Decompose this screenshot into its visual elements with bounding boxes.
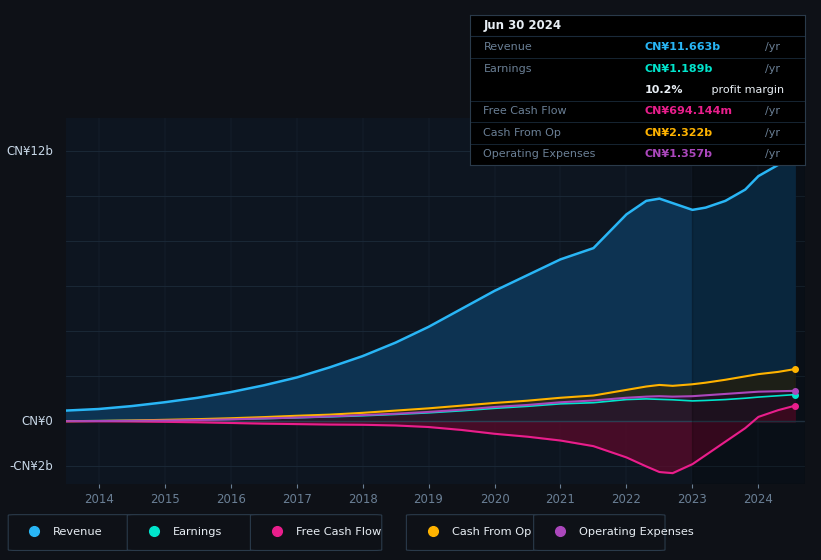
FancyBboxPatch shape xyxy=(406,515,538,550)
Text: /yr: /yr xyxy=(765,150,780,159)
Text: /yr: /yr xyxy=(765,106,780,116)
Text: Revenue: Revenue xyxy=(53,527,103,537)
FancyBboxPatch shape xyxy=(8,515,140,550)
Text: CN¥1.357b: CN¥1.357b xyxy=(644,150,712,159)
Text: CN¥0: CN¥0 xyxy=(21,415,53,428)
Text: CN¥694.144m: CN¥694.144m xyxy=(644,106,732,116)
Text: CN¥1.189b: CN¥1.189b xyxy=(644,64,713,73)
Bar xyxy=(692,118,805,484)
FancyBboxPatch shape xyxy=(127,515,259,550)
Text: /yr: /yr xyxy=(765,42,780,52)
Text: Free Cash Flow: Free Cash Flow xyxy=(296,527,381,537)
Text: Earnings: Earnings xyxy=(172,527,222,537)
Text: Revenue: Revenue xyxy=(484,42,532,52)
Text: Free Cash Flow: Free Cash Flow xyxy=(484,106,567,116)
Text: Operating Expenses: Operating Expenses xyxy=(484,150,596,159)
Text: Jun 30 2024: Jun 30 2024 xyxy=(484,19,562,32)
Text: Earnings: Earnings xyxy=(484,64,532,73)
Text: /yr: /yr xyxy=(765,64,780,73)
Text: CN¥11.663b: CN¥11.663b xyxy=(644,42,720,52)
Text: 10.2%: 10.2% xyxy=(644,85,683,95)
Text: Cash From Op: Cash From Op xyxy=(452,527,531,537)
Text: Operating Expenses: Operating Expenses xyxy=(579,527,694,537)
Text: /yr: /yr xyxy=(765,128,780,138)
Text: CN¥2.322b: CN¥2.322b xyxy=(644,128,713,138)
Text: CN¥12b: CN¥12b xyxy=(7,145,53,158)
Text: profit margin: profit margin xyxy=(708,85,784,95)
FancyBboxPatch shape xyxy=(534,515,665,550)
Text: Cash From Op: Cash From Op xyxy=(484,128,562,138)
FancyBboxPatch shape xyxy=(250,515,382,550)
Text: -CN¥2b: -CN¥2b xyxy=(10,460,53,473)
